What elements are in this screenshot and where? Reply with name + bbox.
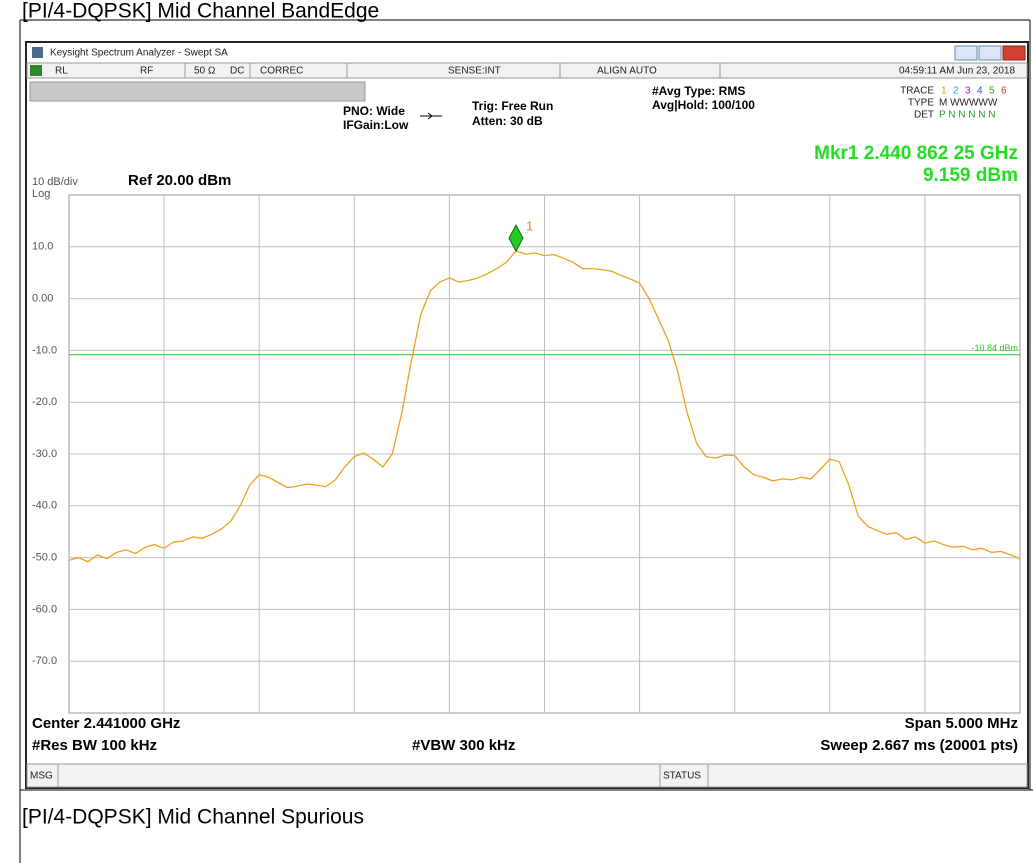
status-rf: RF — [140, 66, 153, 77]
marker-label: 1 — [526, 219, 533, 234]
doc-title: [PI/4-DQPSK] Mid Channel BandEdge — [22, 0, 379, 23]
avg-type: #Avg Type: RMS — [652, 84, 745, 98]
lxi-icon — [30, 65, 42, 76]
status-align: ALIGN AUTO — [597, 66, 657, 77]
trace-types: M WWWWW — [939, 98, 998, 109]
span: Span 5.000 MHz — [905, 715, 1018, 732]
msg: MSG — [30, 771, 53, 782]
minimize-button[interactable] — [954, 45, 978, 61]
y-tick-label: 0.00 — [32, 293, 53, 305]
trace-label: TRACE — [900, 86, 934, 97]
pno-arrow — [420, 112, 442, 120]
next-title: [PI/4-DQPSK] Mid Channel Spurious — [22, 806, 364, 829]
trace-number: 4 — [977, 86, 983, 97]
display-line-label: -10.84 dBm — [971, 343, 1018, 353]
y-tick-label: -60.0 — [32, 603, 57, 615]
y-tick-label: -70.0 — [32, 655, 57, 667]
y-tick-label: 10.0 — [32, 241, 53, 253]
status-coupling: DC — [230, 66, 244, 77]
trace-dets: P N N N N N — [939, 110, 996, 121]
trace-number: 6 — [1001, 86, 1007, 97]
input-bar — [29, 81, 366, 102]
trace-number: 1 — [941, 86, 947, 97]
status-label: STATUS — [663, 771, 701, 782]
status-impedance: 50 Ω — [194, 66, 216, 77]
scale-per-div: 10 dB/div — [32, 176, 78, 188]
plot: 10.0 0.00 -10.0 -20.0 -30.0 -40.0 -50.0 -60.0 -7… — [32, 195, 1021, 713]
window-title: Keysight Spectrum Analyzer - Swept SA — [50, 48, 228, 59]
rbw: #Res BW 100 kHz — [32, 737, 157, 754]
close-button[interactable] — [1002, 45, 1026, 61]
status-correc: CORREC — [260, 66, 303, 77]
scale-log: Log — [32, 188, 50, 200]
ifgain: IFGain:Low — [343, 118, 409, 132]
sweep: Sweep 2.667 ms (20001 pts) — [820, 737, 1018, 754]
trace — [68, 250, 1021, 563]
y-tick-label: -30.0 — [32, 448, 57, 460]
status-sense: SENSE:INT — [448, 66, 501, 77]
det-label: DET — [914, 110, 934, 121]
atten: Atten: 30 dB — [472, 114, 543, 128]
status-rl: RL — [55, 66, 68, 77]
vbw: #VBW 300 kHz — [412, 737, 515, 754]
avg-hold: Avg|Hold: 100/100 — [652, 98, 755, 112]
marker-level: 9.159 dBm — [923, 165, 1018, 186]
marker-frequency: Mkr1 2.440 862 25 GHz — [814, 143, 1018, 164]
status-bar — [26, 62, 1028, 79]
ref-level: Ref 20.00 dBm — [128, 172, 231, 189]
y-tick-label: -40.0 — [32, 500, 57, 512]
maximize-button[interactable] — [978, 45, 1002, 61]
trig: Trig: Free Run — [472, 99, 553, 113]
message-bar — [26, 763, 1028, 788]
trace-number: 5 — [989, 86, 995, 97]
title-bar — [27, 43, 1027, 62]
trace-number: 2 — [953, 86, 959, 97]
marker-diamond — [508, 224, 524, 253]
status-clock: 04:59:11 AM Jun 23, 2018 — [899, 66, 1015, 77]
center-freq: Center 2.441000 GHz — [32, 715, 180, 732]
app-icon — [32, 47, 43, 58]
y-tick-label: -20.0 — [32, 396, 57, 408]
y-tick-label: -10.0 — [32, 344, 57, 356]
type-label: TYPE — [908, 98, 934, 109]
pno: PNO: Wide — [343, 104, 405, 118]
trace-number: 3 — [965, 86, 971, 97]
y-tick-label: -50.0 — [32, 552, 57, 564]
